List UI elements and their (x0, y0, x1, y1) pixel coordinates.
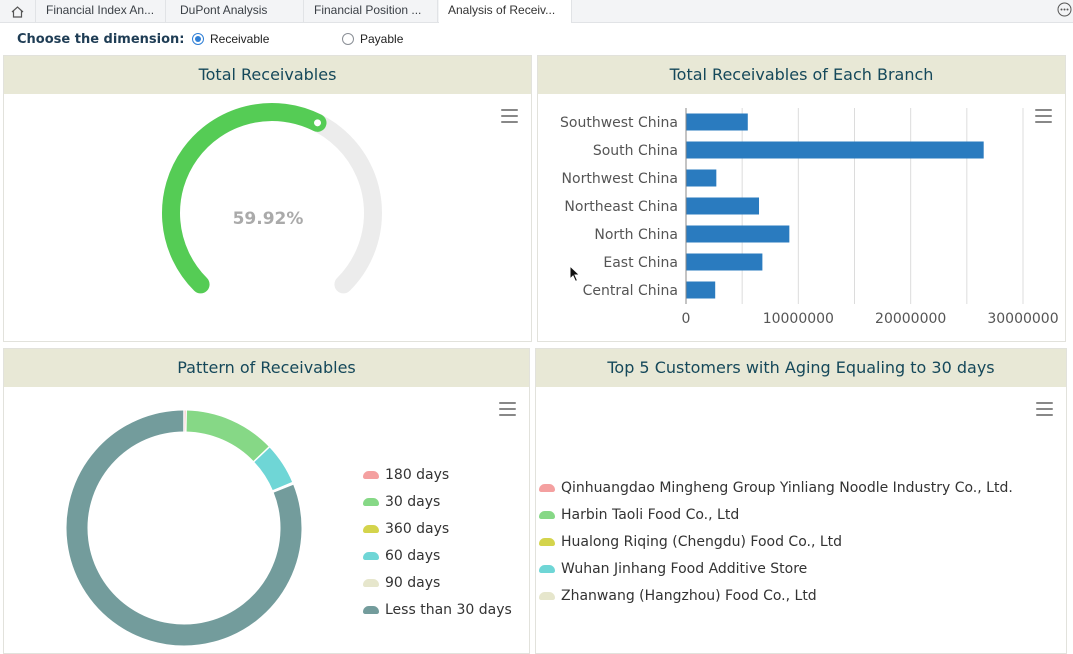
legend-swatch (539, 592, 555, 600)
legend-label: 30 days (385, 494, 441, 510)
branch-receivables-panel: Total Receivables of Each Branch Southwe… (537, 55, 1066, 342)
bar (686, 225, 790, 243)
legend-label: 360 days (385, 521, 450, 537)
legend-swatch (363, 606, 379, 614)
legend-label: Qinhuangdao Mingheng Group Yinliang Nood… (561, 480, 1013, 496)
gauge-chart: 59.92% (162, 103, 382, 294)
bar (686, 253, 763, 271)
legend-swatch (539, 565, 555, 573)
pattern-receivables-title: Pattern of Receivables (4, 349, 529, 387)
bar (686, 113, 748, 131)
legend-swatch (363, 525, 379, 533)
legend-label: 90 days (385, 575, 441, 591)
x-tick-label: 10000000 (763, 311, 834, 327)
legend-swatch (539, 511, 555, 519)
total-receivables-panel: Total Receivables 59.92% (3, 55, 532, 342)
chart-menu-icon[interactable] (501, 109, 518, 123)
chart-menu-icon[interactable] (1035, 109, 1052, 123)
radio-receivable[interactable]: Receivable (192, 32, 269, 46)
legend-item[interactable]: Zhanwang (Hangzhou) Food Co., Ltd (539, 588, 817, 604)
x-tick-label: 0 (682, 311, 691, 327)
chart-menu-icon[interactable] (499, 402, 516, 416)
donut-slice (253, 447, 293, 492)
gauge-handle (311, 116, 325, 130)
chart-menu-icon[interactable] (1036, 402, 1053, 416)
tab-bar: Financial Index An... DuPont Analysis Fi… (0, 0, 1073, 23)
legend-item[interactable]: Less than 30 days (363, 602, 512, 618)
category-label: North China (594, 227, 678, 243)
bar (686, 169, 717, 187)
home-icon (11, 5, 24, 18)
tab-dupont-analysis[interactable]: DuPont Analysis (171, 0, 304, 23)
legend-label: Wuhan Jinhang Food Additive Store (561, 561, 808, 577)
category-label: Central China (583, 283, 678, 299)
legend-item[interactable]: Wuhan Jinhang Food Additive Store (539, 561, 807, 577)
legend-label: 180 days (385, 467, 450, 483)
bar (686, 141, 984, 159)
donut-slice (185, 410, 270, 462)
tab-analysis-of-receivables[interactable]: Analysis of Receiv... (439, 0, 572, 23)
radio-payable[interactable]: Payable (342, 32, 403, 46)
legend-swatch (539, 484, 555, 492)
mouse-cursor-icon (569, 265, 581, 283)
radio-receivable-label: Receivable (210, 32, 270, 46)
total-receivables-title: Total Receivables (4, 56, 531, 94)
branch-receivables-title: Total Receivables of Each Branch (538, 56, 1065, 94)
legend-item[interactable]: 60 days (363, 548, 440, 564)
home-tab[interactable] (0, 0, 36, 23)
donut-slice (66, 410, 302, 646)
legend-label: Less than 30 days (385, 602, 512, 618)
bar (686, 281, 716, 299)
legend-item[interactable]: 30 days (363, 494, 440, 510)
legend-swatch (363, 471, 379, 479)
category-label: South China (593, 143, 678, 159)
radio-receivable-dot[interactable] (192, 33, 204, 45)
legend-label: Hualong Riqing (Chengdu) Food Co., Ltd (561, 534, 843, 550)
legend-swatch (363, 552, 379, 560)
radio-payable-label: Payable (360, 32, 404, 46)
gauge-fill (162, 103, 327, 294)
x-tick-label: 20000000 (875, 311, 946, 327)
branch-bar-chart: Southwest China South China Northwest Chin… (560, 108, 1059, 327)
legend-swatch (363, 579, 379, 587)
legend-label: Harbin Taoli Food Co., Ltd (561, 507, 740, 523)
category-label: Northwest China (562, 171, 678, 187)
legend-label: 60 days (385, 548, 441, 564)
legend-item[interactable]: 180 days (363, 467, 449, 483)
dimension-chooser: Choose the dimension: Receivable Payable (0, 27, 1073, 51)
more-options-icon[interactable] (1057, 2, 1072, 17)
category-label: Southwest China (560, 115, 678, 131)
legend-swatch (539, 538, 555, 546)
slice-separator (253, 446, 271, 463)
legend-item[interactable]: Hualong Riqing (Chengdu) Food Co., Ltd (539, 534, 842, 550)
tab-financial-index[interactable]: Financial Index An... (37, 0, 166, 23)
dimension-label: Choose the dimension: (17, 32, 185, 47)
slice-separator (272, 481, 294, 492)
gauge-value: 59.92% (233, 209, 304, 229)
slice-separator (272, 483, 294, 493)
tab-financial-position[interactable]: Financial Position ... (305, 0, 438, 23)
radio-payable-dot[interactable] (342, 33, 354, 45)
legend-item[interactable]: 360 days (363, 521, 449, 537)
x-tick-label: 30000000 (987, 311, 1058, 327)
legend-label: Zhanwang (Hangzhou) Food Co., Ltd (561, 588, 817, 604)
category-label: East China (603, 255, 678, 271)
top5-customers-panel: Top 5 Customers with Aging Equaling to 3… (535, 348, 1067, 654)
legend-item[interactable]: Harbin Taoli Food Co., Ltd (539, 507, 739, 523)
pattern-donut-chart (66, 410, 302, 646)
legend-item[interactable]: Qinhuangdao Mingheng Group Yinliang Nood… (539, 480, 1013, 496)
top5-customers-title: Top 5 Customers with Aging Equaling to 3… (536, 349, 1066, 387)
category-label: Northeast China (564, 199, 678, 215)
bar (686, 197, 760, 215)
pattern-receivables-panel: Pattern of Receivables 180 days 30 days 36… (3, 348, 530, 654)
legend-item[interactable]: 90 days (363, 575, 440, 591)
legend-swatch (363, 498, 379, 506)
